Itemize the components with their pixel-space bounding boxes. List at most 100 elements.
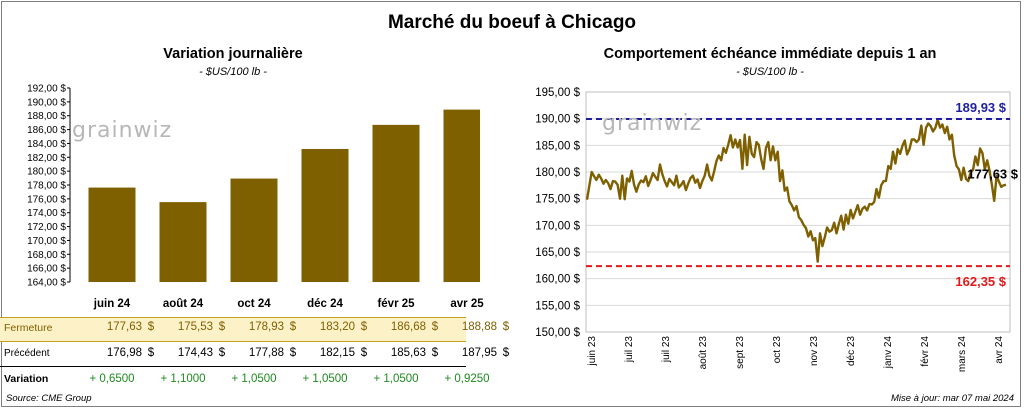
previous-value: 182,15: [319, 347, 355, 359]
x-tick-label: août 23: [698, 336, 709, 370]
y-tick-label: 170,00 $: [27, 236, 66, 247]
y-tick-label: 174,00 $: [27, 208, 66, 219]
previous-value: 176,98: [106, 347, 142, 359]
bar-oct 24: [230, 178, 278, 282]
y-tick-label: 180,00 $: [535, 167, 580, 179]
month-header: avr 25: [450, 298, 484, 310]
close-value: 186,68: [390, 321, 426, 333]
variation-value: + 0,6500: [89, 373, 135, 385]
y-tick-label: 180,00 $: [27, 167, 66, 178]
bar-août 24: [159, 202, 207, 282]
y-tick-label: 190,00 $: [535, 114, 580, 126]
month-header: oct 24: [237, 298, 271, 310]
row-label-close: Fermeture: [4, 322, 53, 334]
y-tick-label: 155,00 $: [535, 300, 580, 312]
month-header: févr 25: [377, 298, 415, 310]
y-tick-label: 192,00 $: [27, 84, 66, 95]
variation-value: + 0,9250: [444, 373, 490, 385]
x-tick-label: janv 24: [883, 336, 894, 370]
x-tick-label: oct 23: [772, 336, 783, 364]
y-tick-label: 186,00 $: [27, 125, 66, 136]
previous-value: 187,95: [461, 347, 497, 359]
previous-dollar: $: [218, 347, 226, 359]
close-dollar: $: [431, 321, 439, 333]
close-dollar: $: [147, 321, 155, 333]
y-tick-label: 182,00 $: [27, 153, 66, 164]
x-tick-label: avr 24: [994, 336, 1005, 364]
close-value: 188,88: [461, 321, 497, 333]
y-tick-label: 164,00 $: [27, 278, 66, 289]
previous-value: 174,43: [177, 347, 213, 359]
line-chart: 150,00 $ 155,00 $ 160,00 $ 165,00 $ 170,00 $…: [535, 87, 1019, 373]
x-tick-label: févr 24: [920, 336, 931, 367]
x-tick-label: juin 23: [587, 336, 598, 367]
source-note: Source: CME Group: [6, 393, 92, 404]
variation-value: + 1,0500: [231, 373, 277, 385]
max-label: 189,93 $: [955, 100, 1006, 115]
left-chart-unit: - $US/100 lb -: [199, 66, 267, 78]
previous-dollar: $: [147, 347, 155, 359]
right-watermark: grainwiz: [602, 111, 703, 136]
right-chart-unit: - $US/100 lb -: [736, 66, 804, 78]
y-tick-label: 176,00 $: [27, 194, 66, 205]
variation-value: + 1,0500: [302, 373, 348, 385]
x-tick-label: mars 24: [957, 336, 968, 373]
y-tick-label: 184,00 $: [27, 139, 66, 150]
min-label: 162,35 $: [955, 274, 1006, 289]
y-tick-label: 175,00 $: [535, 194, 580, 206]
previous-value: 185,63: [390, 347, 426, 359]
previous-dollar: $: [502, 347, 510, 359]
close-dollar: $: [289, 321, 297, 333]
right-chart-title: Comportement échéance immédiate depuis 1…: [603, 46, 937, 62]
close-dollar: $: [502, 321, 510, 333]
close-value: 183,20: [319, 321, 355, 333]
y-tick-label: 170,00 $: [535, 220, 580, 232]
plot-border: [585, 91, 1011, 333]
bar-févr 25: [372, 124, 420, 282]
y-tick-label: 166,00 $: [27, 264, 66, 275]
row-label-previous: Précédent: [4, 348, 50, 359]
y-tick-label: 195,00 $: [535, 87, 580, 99]
page-title: Marché du boeuf à Chicago: [387, 12, 637, 33]
close-value: 177,63: [106, 321, 142, 333]
close-row-band: [0, 317, 466, 342]
previous-dollar: $: [431, 347, 439, 359]
bar-avr 25: [443, 109, 480, 282]
update-note: Mise à jour: mar 07 mai 2024: [890, 393, 1014, 404]
x-tick-label: nov 23: [809, 336, 820, 366]
previous-dollar: $: [360, 347, 368, 359]
y-tick-label: 172,00 $: [27, 222, 66, 233]
x-tick-label: déc 23: [846, 336, 857, 366]
previous-dollar: $: [289, 347, 297, 359]
table-divider: [0, 366, 466, 367]
variation-value: + 1,1000: [160, 373, 206, 385]
x-tick-label: sept 23: [735, 336, 746, 369]
month-header: déc 24: [307, 298, 343, 310]
x-tick-label: juil 23: [624, 336, 635, 364]
x-tick-label: juil 23: [661, 336, 672, 364]
y-tick-label: 185,00 $: [535, 140, 580, 152]
y-tick-label: 160,00 $: [535, 274, 580, 286]
bar-chart: 164,00 $ 166,00 $ 168,00 $ 170,00 $ 172,00 $…: [27, 84, 480, 289]
y-tick-label: 150,00 $: [535, 327, 580, 339]
left-chart-title: Variation journalière: [163, 46, 303, 62]
variation-value: + 1,0500: [373, 373, 419, 385]
y-tick-label: 190,00 $: [27, 97, 66, 108]
row-label-variation: Variation: [4, 373, 49, 385]
month-header: juin 24: [93, 298, 131, 310]
close-dollar: $: [218, 321, 226, 333]
close-value: 178,93: [248, 321, 284, 333]
bar-juin 24: [88, 187, 136, 282]
y-tick-label: 178,00 $: [27, 181, 66, 192]
previous-value: 177,88: [248, 347, 284, 359]
close-dollar: $: [360, 321, 368, 333]
last-value-label: 177,63 $: [967, 167, 1018, 182]
left-watermark: grainwiz: [72, 118, 173, 143]
price-series-line: [585, 118, 1007, 263]
bar-déc 24: [301, 148, 349, 282]
close-value: 175,53: [177, 321, 213, 333]
y-tick-label: 165,00 $: [535, 247, 580, 259]
y-tick-label: 168,00 $: [27, 250, 66, 261]
y-tick-label: 188,00 $: [27, 111, 66, 122]
